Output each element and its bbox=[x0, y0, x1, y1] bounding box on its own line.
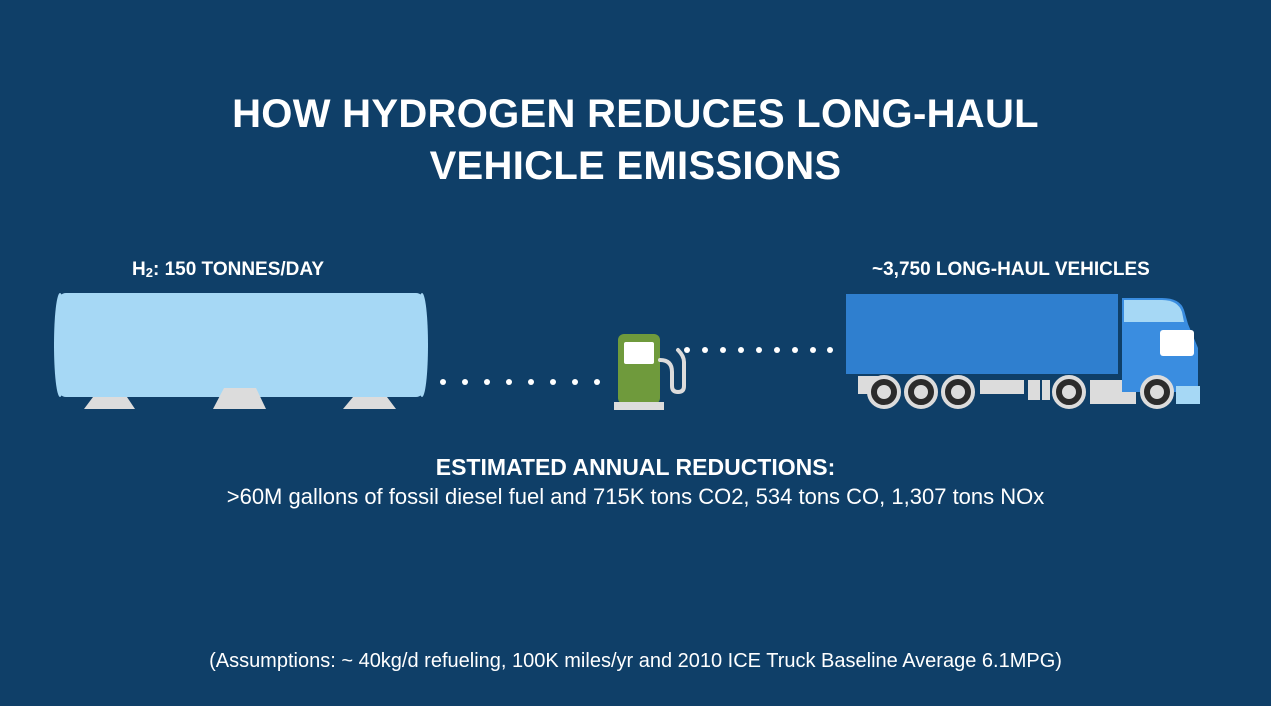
dotted-connector-right bbox=[684, 347, 833, 353]
assumptions-note: (Assumptions: ~ 40kg/d refueling, 100K m… bbox=[209, 650, 1062, 672]
vehicles-label: ~3,750 LONG-HAUL VEHICLES bbox=[872, 259, 1150, 280]
h2-prefix: H bbox=[132, 259, 146, 280]
h2-rest: : 150 TONNES/DAY bbox=[152, 259, 325, 280]
dotted-connector-left bbox=[440, 379, 600, 385]
title-line-1: HOW HYDROGEN REDUCES LONG-HAUL bbox=[232, 92, 1039, 136]
title-line-2: VEHICLE EMISSIONS bbox=[429, 144, 842, 188]
annual-reductions: ESTIMATED ANNUAL REDUCTIONS: >60M gallon… bbox=[0, 452, 1271, 512]
fuel-pump-icon bbox=[614, 334, 686, 410]
reductions-detail: >60M gallons of fossil diesel fuel and 7… bbox=[226, 484, 1045, 509]
truck-icon bbox=[846, 294, 1200, 409]
reductions-heading: ESTIMATED ANNUAL REDUCTIONS: bbox=[435, 454, 836, 480]
page-title: HOW HYDROGEN REDUCES LONG-HAUL VEHICLE E… bbox=[0, 88, 1271, 192]
h2-subscript: 2 bbox=[145, 265, 153, 280]
hydrogen-tank-icon bbox=[54, 293, 428, 409]
hydrogen-supply-label: H2: 150 TONNES/DAY bbox=[132, 258, 324, 285]
